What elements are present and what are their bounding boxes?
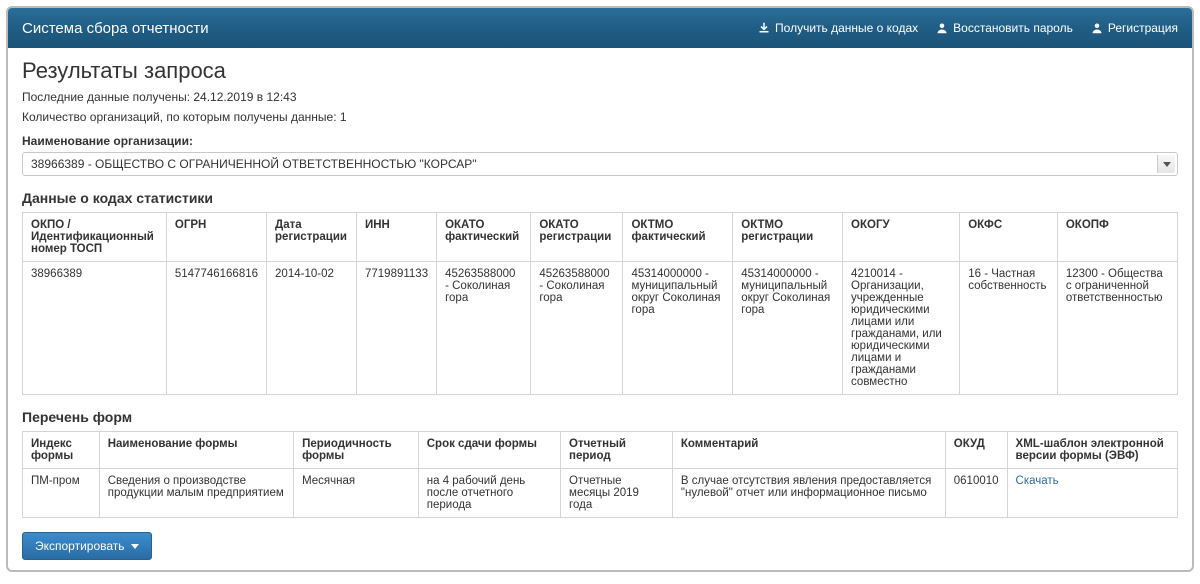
cell: 5147746166816 bbox=[166, 262, 266, 395]
col-regdate: Дата регистрации bbox=[267, 213, 357, 262]
brand-title: Система сбора отчетности bbox=[22, 20, 209, 37]
codes-table: ОКПО / Идентификационный номер ТОСП ОГРН… bbox=[22, 212, 1178, 395]
cell: Отчетные месяцы 2019 года bbox=[561, 469, 673, 518]
nav-link-label: Получить данные о кодах bbox=[775, 21, 918, 35]
table-row: ПМ-пром Сведения о производстве продукци… bbox=[23, 469, 1178, 518]
cell: В случае отсутствия явления предоставляе… bbox=[672, 469, 945, 518]
col-okato-fact: ОКАТО фактический bbox=[437, 213, 531, 262]
nav-link-restore-password[interactable]: Восстановить пароль bbox=[936, 21, 1073, 35]
col-ogrn: ОГРН bbox=[166, 213, 266, 262]
col-okopf: ОКОПФ bbox=[1057, 213, 1177, 262]
cell: 45314000000 - муниципальный округ Соколи… bbox=[733, 262, 843, 395]
col-okpo: ОКПО / Идентификационный номер ТОСП bbox=[23, 213, 167, 262]
app-frame: Система сбора отчетности Получить данные… bbox=[6, 6, 1194, 572]
col-oktmo-fact: ОКТМО фактический bbox=[623, 213, 733, 262]
cell: 16 - Частная собственность bbox=[960, 262, 1058, 395]
nav-link-register[interactable]: Регистрация bbox=[1091, 21, 1178, 35]
chevron-down-icon bbox=[131, 544, 139, 549]
col-xml: XML-шаблон электронной версии формы (ЭВФ… bbox=[1007, 432, 1177, 469]
export-button-label: Экспортировать bbox=[35, 539, 125, 553]
cell: на 4 рабочий день после отчетного период… bbox=[418, 469, 560, 518]
cell: 2014-10-02 bbox=[267, 262, 357, 395]
cell: 45263588000 - Соколиная гора bbox=[531, 262, 623, 395]
nav-link-label: Регистрация bbox=[1108, 21, 1178, 35]
col-form-name: Наименование формы bbox=[99, 432, 293, 469]
download-icon bbox=[758, 22, 770, 34]
col-periodicity: Периодичность формы bbox=[294, 432, 419, 469]
cell: 0610010 bbox=[945, 469, 1007, 518]
org-field-label: Наименование организации: bbox=[22, 134, 1178, 148]
org-select-value: 38966389 - ОБЩЕСТВО С ОГРАНИЧЕННОЙ ОТВЕТ… bbox=[31, 157, 477, 171]
download-link[interactable]: Скачать bbox=[1016, 475, 1059, 487]
user-icon bbox=[936, 22, 948, 34]
table-row: 38966389 5147746166816 2014-10-02 771989… bbox=[23, 262, 1178, 395]
last-received-line: Последние данные получены: 24.12.2019 в … bbox=[22, 90, 1178, 104]
forms-table: Индекс формы Наименование формы Периодич… bbox=[22, 431, 1178, 518]
col-comment: Комментарий bbox=[672, 432, 945, 469]
cell: 45314000000 - муниципальный округ Соколи… bbox=[623, 262, 733, 395]
col-okfs: ОКФС bbox=[960, 213, 1058, 262]
cell: 4210014 - Организации, учрежденные юриди… bbox=[843, 262, 960, 395]
col-okogu: ОКОГУ bbox=[843, 213, 960, 262]
nav-link-label: Восстановить пароль bbox=[953, 21, 1073, 35]
col-form-index: Индекс формы bbox=[23, 432, 100, 469]
chevron-down-icon bbox=[1157, 155, 1175, 173]
org-count-line: Количество организаций, по которым получ… bbox=[22, 110, 1178, 124]
user-icon bbox=[1091, 22, 1103, 34]
cell: 12300 - Общества с ограниченной ответств… bbox=[1057, 262, 1177, 395]
codes-section-title: Данные о кодах статистики bbox=[22, 190, 1178, 206]
cell: Сведения о производстве продукции малым … bbox=[99, 469, 293, 518]
content: Результаты запроса Последние данные полу… bbox=[8, 48, 1192, 560]
col-deadline: Срок сдачи формы bbox=[418, 432, 560, 469]
col-inn: ИНН bbox=[356, 213, 436, 262]
cell: 38966389 bbox=[23, 262, 167, 395]
cell: Месячная bbox=[294, 469, 419, 518]
col-period: Отчетный период bbox=[561, 432, 673, 469]
org-select[interactable]: 38966389 - ОБЩЕСТВО С ОГРАНИЧЕННОЙ ОТВЕТ… bbox=[22, 152, 1178, 176]
forms-section-title: Перечень форм bbox=[22, 409, 1178, 425]
export-button[interactable]: Экспортировать bbox=[22, 532, 152, 560]
col-oktmo-reg: ОКТМО регистрации bbox=[733, 213, 843, 262]
cell: ПМ-пром bbox=[23, 469, 100, 518]
navbar: Система сбора отчетности Получить данные… bbox=[8, 8, 1192, 48]
cell: 7719891133 bbox=[356, 262, 436, 395]
table-header-row: ОКПО / Идентификационный номер ТОСП ОГРН… bbox=[23, 213, 1178, 262]
table-header-row: Индекс формы Наименование формы Периодич… bbox=[23, 432, 1178, 469]
col-okud: ОКУД bbox=[945, 432, 1007, 469]
cell: Скачать bbox=[1007, 469, 1177, 518]
cell: 45263588000 - Соколиная гора bbox=[437, 262, 531, 395]
col-okato-reg: ОКАТО регистрации bbox=[531, 213, 623, 262]
page-title: Результаты запроса bbox=[22, 58, 1178, 84]
nav-link-get-codes[interactable]: Получить данные о кодах bbox=[758, 21, 918, 35]
